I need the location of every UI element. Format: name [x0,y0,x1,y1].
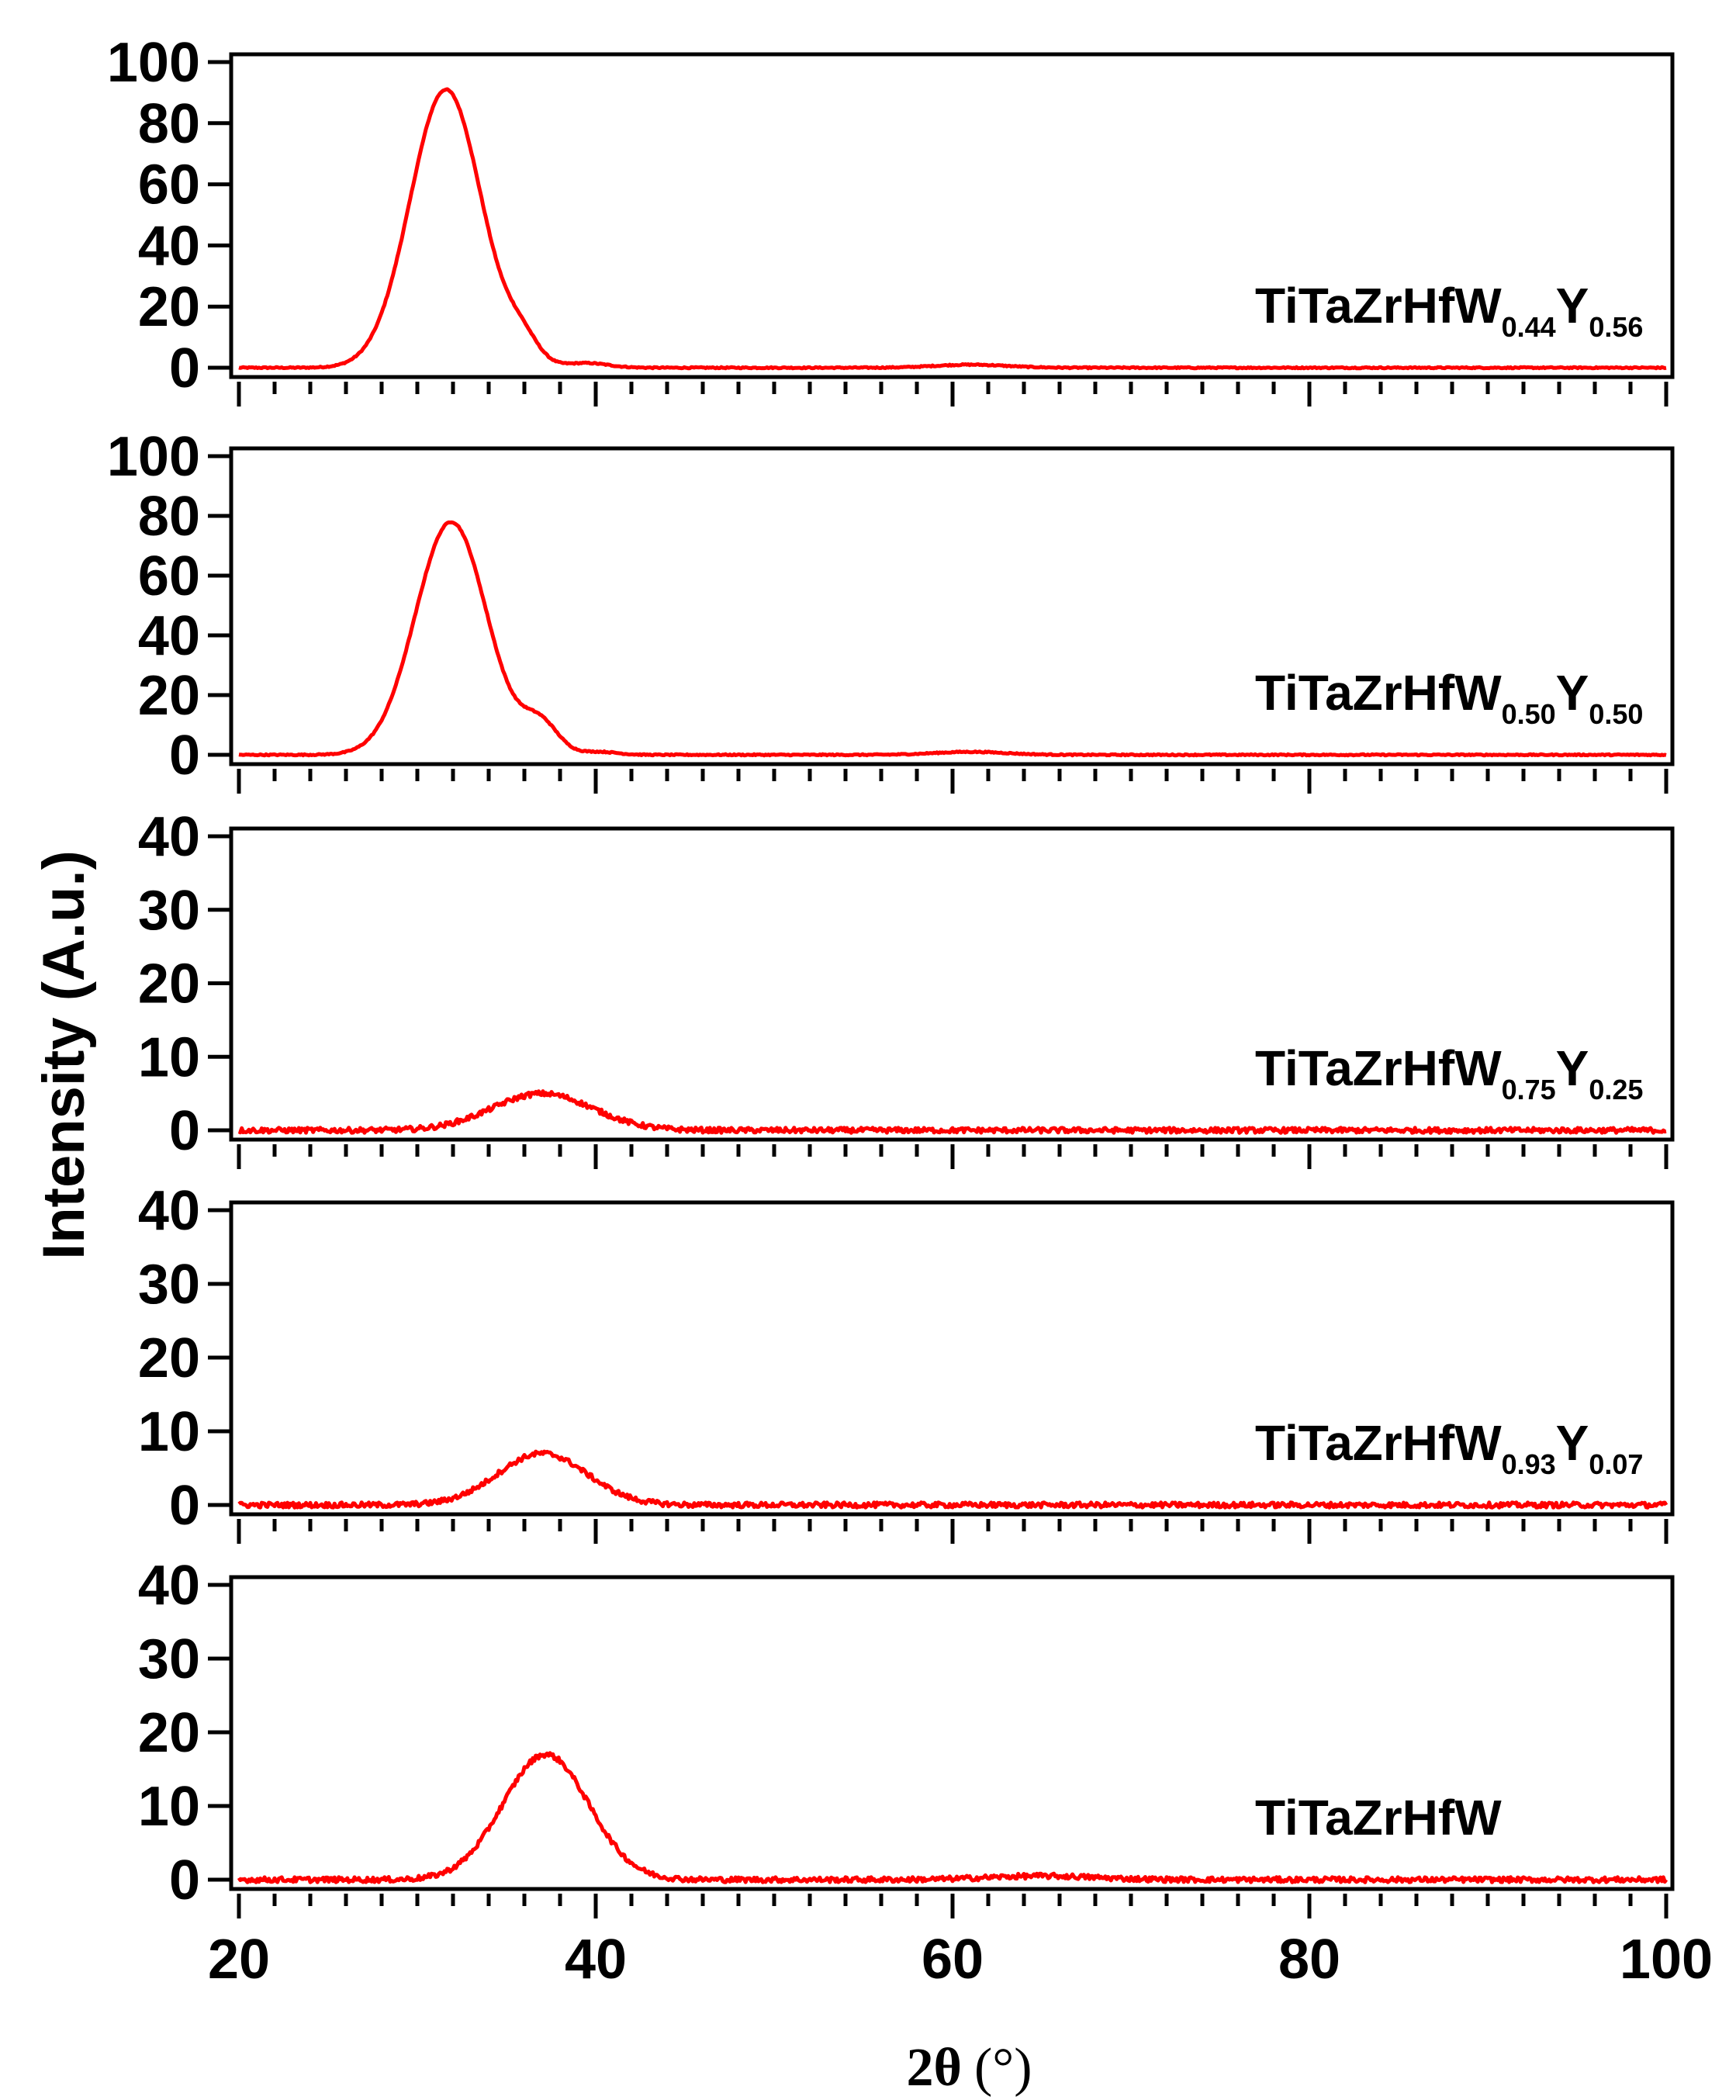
label-mid: Y [1556,665,1589,721]
sample-label-3: TiTaZrHfW0.75Y0.25 [1255,1040,1643,1105]
y-tick-label: 40 [138,215,200,277]
label-mid: Y [1556,1040,1589,1096]
sample-label-4: TiTaZrHfW0.93Y0.07 [1255,1415,1643,1480]
y-tick-label: 40 [138,806,200,868]
sample-label-5: TiTaZrHfW [1255,1790,1502,1846]
y-tick-label: 80 [138,93,200,155]
x-tick-label: 80 [1278,1929,1340,1991]
series-2-curve [238,520,1667,758]
y-tick-label: 0 [169,725,200,787]
y-axis-label: Intensity (A.u.) [31,850,97,1260]
y-tick-label: 0 [169,1849,200,1911]
panels-group: 020406080100TiTaZrHfW0.44Y0.560204060801… [107,32,1713,1991]
y-tick-label: 10 [138,1026,200,1088]
label-base: TiTaZrHfW [1255,665,1502,721]
y-tick-label: 30 [138,880,200,942]
y-tick-label: 20 [138,665,200,727]
y-tick-label: 100 [107,426,200,488]
y-tick-label: 30 [138,1254,200,1316]
y-tick-label: 20 [138,1702,200,1764]
label-mid: Y [1556,278,1589,334]
y-tick-label: 0 [169,1475,200,1537]
series-3-curve [237,1089,1667,1135]
y-tick-label: 80 [138,486,200,548]
series-1-curve [238,87,1667,371]
x-axis-label: 2θ [906,2038,962,2098]
y-tick-label: 100 [107,32,200,94]
series-5-curve [237,1751,1669,1884]
y-tick-label: 20 [138,276,200,338]
y-tick-label: 0 [169,337,200,400]
label-sub2: 0.07 [1589,1448,1643,1480]
label-sub1: 0.44 [1502,311,1556,343]
x-tick-label: 60 [922,1929,984,1991]
label-sub1: 0.50 [1502,698,1556,730]
y-tick-label: 40 [138,1180,200,1242]
y-tick-label: 30 [138,1628,200,1690]
label-sub1: 0.93 [1502,1448,1556,1480]
label-base: TiTaZrHfW [1255,1040,1502,1096]
x-tick-label: 20 [208,1929,270,1991]
panel-2-frame [229,446,1675,766]
label-sub2: 0.56 [1589,311,1643,343]
y-tick-label: 10 [138,1776,200,1838]
label-base: TiTaZrHfW [1255,278,1502,334]
label-sub1: 0.75 [1502,1074,1556,1105]
y-tick-label: 20 [138,953,200,1015]
x-tick-label: 100 [1620,1929,1713,1991]
label-base: TiTaZrHfW [1255,1415,1502,1471]
y-tick-label: 60 [138,154,200,216]
label-sub2: 0.50 [1589,698,1643,730]
x-tick-label: 40 [565,1929,627,1991]
label-sub2: 0.25 [1589,1074,1643,1105]
y-tick-label: 40 [138,1555,200,1617]
y-tick-label: 60 [138,545,200,607]
sample-label-1: TiTaZrHfW0.44Y0.56 [1255,278,1643,343]
label-mid: Y [1556,1415,1589,1471]
y-tick-label: 20 [138,1327,200,1389]
y-tick-label: 10 [138,1401,200,1463]
series-4-curve [237,1449,1669,1510]
sample-label-2: TiTaZrHfW0.50Y0.50 [1255,665,1643,730]
label-base: TiTaZrHfW [1255,1790,1502,1846]
y-tick-label: 0 [169,1100,200,1162]
x-axis-unit: (°) [974,2038,1032,2098]
panel-1-frame [229,52,1675,379]
y-tick-label: 40 [138,605,200,667]
